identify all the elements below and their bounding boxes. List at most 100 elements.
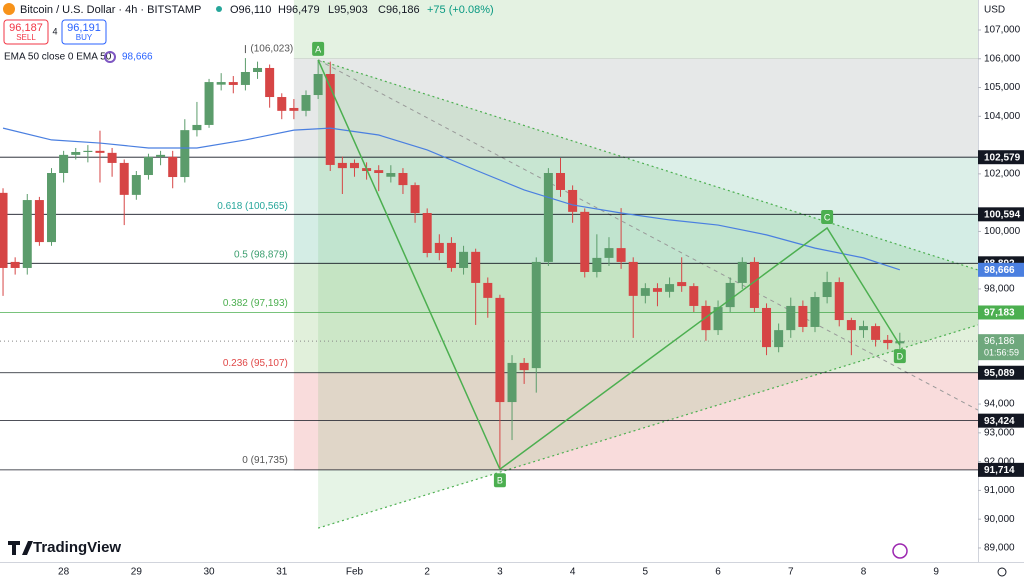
candle-body bbox=[471, 251, 481, 283]
candle-body bbox=[713, 307, 723, 331]
y-tick-label: 90,000 bbox=[984, 514, 1015, 525]
fib-label: 0.382 (97,193) bbox=[223, 298, 288, 309]
candle-body bbox=[180, 130, 190, 178]
level-label: 95,089 bbox=[984, 368, 1015, 379]
x-tick-label: 9 bbox=[933, 567, 939, 578]
candle-body bbox=[374, 170, 384, 174]
x-tick-label: 5 bbox=[643, 567, 649, 578]
ema-label-box bbox=[978, 262, 1024, 277]
candle-body bbox=[325, 74, 335, 165]
candle-body bbox=[34, 200, 44, 243]
candle-body bbox=[410, 185, 420, 214]
pattern-label: C bbox=[824, 212, 831, 222]
candle-body bbox=[119, 162, 129, 195]
candle-body bbox=[568, 189, 578, 212]
pattern-label: B bbox=[497, 476, 503, 486]
y-tick-label: 106,000 bbox=[984, 53, 1021, 64]
candle-body bbox=[507, 362, 517, 403]
logo-text: TradingView bbox=[33, 539, 121, 556]
candle-body bbox=[192, 124, 202, 131]
candle-body bbox=[883, 339, 893, 344]
candle-body bbox=[22, 200, 32, 268]
candle-body bbox=[313, 74, 323, 96]
y-tick-label: 89,000 bbox=[984, 543, 1015, 554]
ohlc-high: H96,479 bbox=[278, 4, 320, 16]
candle-body bbox=[616, 248, 626, 262]
alert-icon[interactable] bbox=[892, 543, 908, 559]
candle-body bbox=[71, 151, 81, 155]
candle-body bbox=[265, 67, 275, 98]
price-timer: 01:56:59 bbox=[984, 348, 1019, 358]
indicator-icon bbox=[104, 51, 116, 63]
zone bbox=[293, 214, 978, 264]
trendline bbox=[317, 324, 979, 529]
candle-body bbox=[446, 242, 456, 268]
y-tick-label: 91,000 bbox=[984, 485, 1015, 496]
candle-body bbox=[846, 320, 856, 331]
candle-body bbox=[604, 248, 614, 258]
zone bbox=[293, 58, 978, 158]
level-label: 100,594 bbox=[984, 209, 1021, 220]
y-tick-label: 92,000 bbox=[984, 456, 1015, 467]
candle-body bbox=[168, 156, 178, 178]
candle-body bbox=[871, 326, 881, 340]
sell-button[interactable] bbox=[3, 19, 49, 45]
y-tick-label: 98,000 bbox=[984, 284, 1015, 295]
candle-body bbox=[580, 211, 590, 272]
ohlc-close: C96,186 bbox=[378, 4, 420, 16]
level-label-box bbox=[978, 413, 1024, 428]
fib-label: 0 (91,735) bbox=[242, 455, 288, 466]
settings-icon[interactable] bbox=[997, 567, 1007, 577]
candle-body bbox=[556, 173, 566, 190]
candle-body bbox=[798, 305, 808, 327]
candle-body bbox=[434, 242, 444, 254]
fib-label: 0.5 (98,879) bbox=[234, 249, 288, 260]
level-label: 97,183 bbox=[984, 308, 1015, 319]
pattern-line bbox=[317, 59, 901, 471]
symbol-icon bbox=[3, 3, 15, 15]
zone bbox=[293, 157, 978, 215]
candle-body bbox=[531, 261, 541, 369]
fib-label: 0.236 (95,107) bbox=[223, 358, 288, 369]
candle-body bbox=[0, 192, 8, 268]
zone bbox=[293, 372, 978, 470]
candle-body bbox=[858, 326, 868, 331]
axis-bg bbox=[978, 0, 1024, 579]
x-tick-label: 31 bbox=[276, 567, 288, 578]
y-tick-label: 107,000 bbox=[984, 25, 1021, 36]
buy-button[interactable] bbox=[61, 19, 107, 45]
x-tick-label: 6 bbox=[715, 567, 721, 578]
ohlc-open: O96,110 bbox=[230, 4, 271, 16]
currency: USD bbox=[984, 5, 1005, 16]
candle-body bbox=[519, 362, 529, 371]
candle-body bbox=[83, 150, 93, 152]
trendline bbox=[317, 59, 979, 271]
x-tick-label: 2 bbox=[424, 567, 430, 578]
y-tick-label: 104,000 bbox=[984, 111, 1021, 122]
x-tick-label: 3 bbox=[497, 567, 503, 578]
candle-body bbox=[10, 261, 20, 268]
level-label: 102,579 bbox=[984, 152, 1021, 163]
pattern-point bbox=[493, 473, 506, 488]
x-tick-label: Feb bbox=[346, 567, 364, 578]
status-dot bbox=[216, 6, 222, 12]
candle-body bbox=[131, 175, 141, 195]
candle-body bbox=[47, 173, 57, 243]
time-axis-bg bbox=[0, 562, 978, 579]
candle-body bbox=[895, 341, 905, 344]
x-tick-label: 7 bbox=[788, 567, 794, 578]
candle-body bbox=[640, 288, 650, 296]
x-tick-label: 30 bbox=[203, 567, 215, 578]
y-tick-label: 102,000 bbox=[984, 169, 1021, 180]
candle-body bbox=[349, 162, 359, 169]
pattern-point bbox=[312, 41, 325, 56]
high-label: (106,023) bbox=[250, 44, 293, 55]
level-label-box bbox=[978, 305, 1024, 320]
candle-body bbox=[59, 154, 69, 174]
candle-body bbox=[628, 261, 638, 296]
candle-body bbox=[834, 282, 844, 321]
indicator-value: 98,666 bbox=[122, 52, 153, 63]
price-label: 96,186 bbox=[984, 336, 1015, 347]
level-label: 91,714 bbox=[984, 465, 1015, 476]
